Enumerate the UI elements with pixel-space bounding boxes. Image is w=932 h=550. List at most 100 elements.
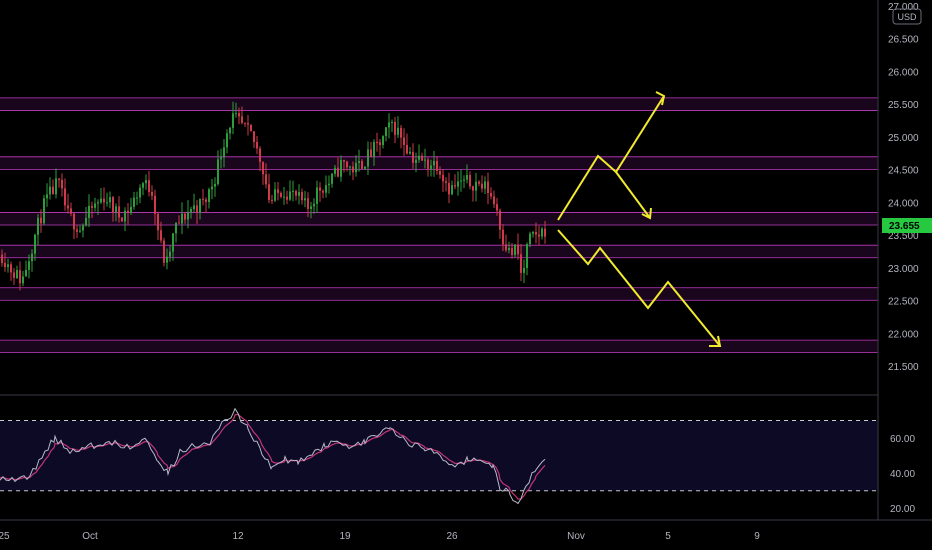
candle-body	[55, 178, 57, 195]
candle-body	[235, 113, 237, 115]
candle-body	[535, 232, 537, 235]
forecast-arrow-down	[557, 229, 721, 347]
rsi-band-fill	[0, 420, 878, 491]
date-tick-label: 19	[339, 531, 351, 542]
rsi-tick-label: 20.00	[890, 504, 915, 515]
candle-body	[382, 136, 384, 145]
candle-body	[73, 213, 75, 230]
candle-body	[16, 270, 18, 279]
candle-body	[217, 159, 219, 184]
candle-body	[226, 133, 228, 148]
rsi-tick-label: 40.00	[890, 469, 915, 480]
candle-body	[247, 123, 249, 125]
candle-body	[376, 142, 378, 144]
candle-body	[340, 159, 342, 177]
candle-body	[415, 159, 417, 163]
candle-body	[220, 157, 222, 160]
candle-body	[436, 160, 438, 171]
candle-body	[97, 202, 99, 204]
candle-body	[409, 151, 411, 154]
candle-body	[403, 137, 405, 145]
candle-body	[289, 191, 291, 200]
candle-body	[460, 180, 462, 182]
candle-body	[523, 267, 525, 273]
current-price-badge: 23.655	[882, 218, 932, 233]
candle-body	[307, 198, 309, 209]
candle-body	[43, 198, 45, 224]
candle-body	[202, 199, 204, 201]
candle-body	[496, 204, 498, 211]
candle-body	[433, 160, 435, 166]
candle-body	[169, 251, 171, 257]
price-tick-label: 22.500	[888, 297, 919, 308]
rsi-line	[0, 407, 546, 505]
candle-body	[133, 197, 135, 207]
candle-body	[193, 205, 195, 209]
candle-body	[91, 205, 93, 208]
candle-body	[49, 186, 51, 195]
candle-body	[211, 186, 213, 190]
candle-body	[502, 229, 504, 245]
candle-body	[511, 248, 513, 255]
candle-body	[322, 190, 324, 193]
candle-body	[7, 264, 9, 268]
candle-body	[439, 170, 441, 175]
candle-body	[280, 192, 282, 197]
candle-body	[160, 230, 162, 241]
candle-body	[469, 175, 471, 187]
candle-body	[259, 148, 261, 162]
date-tick-label: Nov	[567, 531, 585, 542]
candle-body	[334, 167, 336, 174]
date-tick-label: Oct	[82, 531, 98, 542]
price-tick-label: 26.000	[888, 67, 919, 78]
date-tick-label: 26	[446, 531, 458, 542]
candle-body	[388, 122, 390, 128]
candle-body	[484, 181, 486, 189]
candle-body	[487, 181, 489, 193]
candle-body	[241, 116, 243, 123]
currency-badge[interactable]: USD	[892, 8, 922, 25]
candle-body	[310, 206, 312, 209]
candle-body	[331, 173, 333, 184]
candle-body	[499, 210, 501, 230]
candle-body	[136, 197, 138, 199]
candle-body	[505, 244, 507, 251]
candle-body	[346, 161, 348, 168]
candle-body	[1, 254, 3, 263]
candle-body	[67, 205, 69, 209]
candle-body	[88, 205, 90, 218]
candle-body	[337, 167, 339, 177]
zone-1	[0, 156, 878, 170]
candle-body	[271, 199, 273, 201]
candle-body	[94, 203, 96, 208]
candle-body	[256, 142, 258, 149]
candle-body	[184, 213, 186, 220]
candle-body	[112, 197, 114, 213]
candle-body	[370, 149, 372, 157]
candle-body	[223, 147, 225, 158]
candle-body	[481, 183, 483, 189]
rsi-axis[interactable]: 60.00 40.00 20.00	[890, 434, 915, 515]
candle-body	[64, 188, 66, 206]
candle-body	[541, 228, 543, 237]
candle-body	[283, 196, 285, 198]
candle-body	[187, 211, 189, 220]
candle-body	[520, 254, 522, 273]
candle-body	[274, 189, 276, 201]
current-price-bg	[882, 218, 932, 233]
candle-body	[529, 233, 531, 245]
candle-body	[304, 198, 306, 201]
candle-body	[475, 181, 477, 191]
price-axis[interactable]: 27.000 26.500 26.000 25.500 25.000 24.500 24.0…	[888, 2, 919, 373]
candle-body	[40, 217, 42, 224]
candle-body	[58, 178, 60, 180]
candle-body	[343, 159, 345, 162]
candle-body	[181, 213, 183, 224]
candle-body	[385, 127, 387, 137]
time-axis[interactable]: 25 Oct 12 19 26 Nov 5 9	[0, 531, 760, 542]
candle-body	[373, 142, 375, 157]
candle-body	[358, 160, 360, 163]
candle-body	[52, 186, 54, 195]
candle-body	[106, 202, 108, 204]
